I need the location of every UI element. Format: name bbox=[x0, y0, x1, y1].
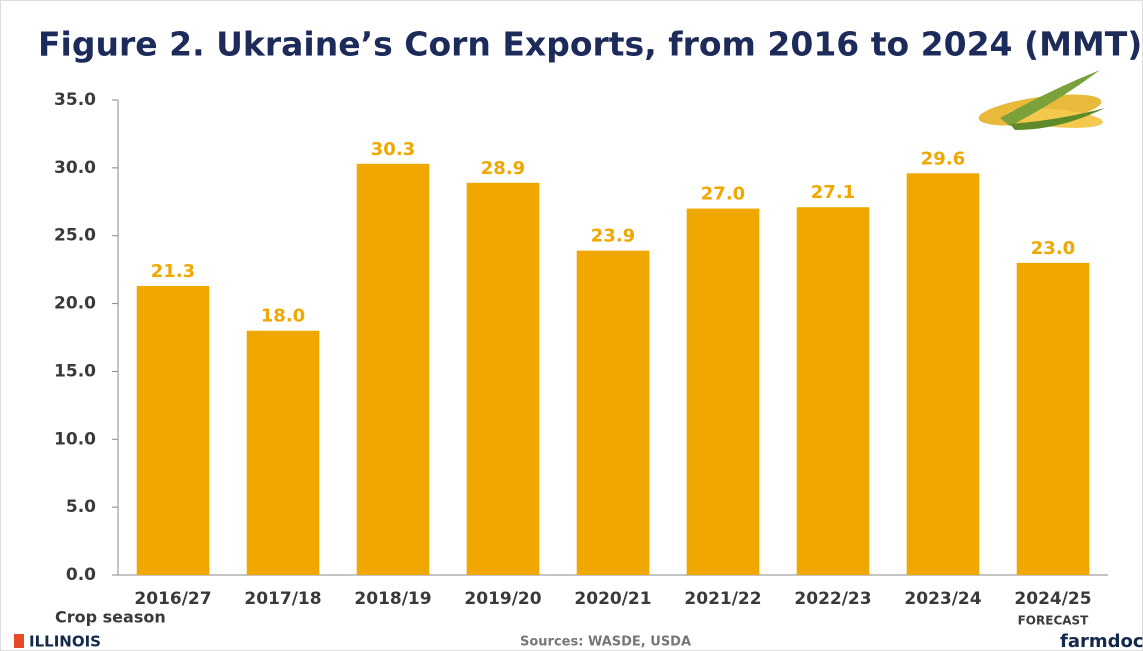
bar bbox=[1016, 262, 1090, 575]
bar bbox=[136, 285, 210, 575]
value-label: 30.3 bbox=[371, 139, 415, 160]
y-tick-label: 10.0 bbox=[54, 429, 96, 449]
annotation: FORECAST bbox=[1018, 614, 1090, 628]
bar bbox=[576, 250, 650, 575]
x-tick-label: 2024/25 bbox=[1014, 589, 1091, 609]
source: Sources: WASDE, USDA bbox=[520, 635, 691, 650]
logo-right: farmdoc bbox=[1060, 631, 1143, 651]
y-tick-label: 35.0 bbox=[54, 90, 96, 110]
x-tick-label: 2021/22 bbox=[684, 589, 761, 609]
value-label: 23.0 bbox=[1031, 238, 1075, 259]
x-tick-label: 2018/19 bbox=[354, 589, 431, 609]
value-label: 27.0 bbox=[701, 184, 745, 205]
bar bbox=[796, 207, 870, 575]
bar bbox=[246, 330, 320, 575]
value-label: 28.9 bbox=[481, 158, 525, 179]
y-tick-label: 5.0 bbox=[66, 497, 96, 517]
x-tick-label: 2016/27 bbox=[134, 589, 211, 609]
value-label: 23.9 bbox=[591, 226, 635, 247]
y-tick-label: 0.0 bbox=[66, 565, 96, 585]
value-label: 21.3 bbox=[151, 261, 195, 282]
value-label: 27.1 bbox=[811, 182, 855, 203]
x-tick-label: 2020/21 bbox=[574, 589, 651, 609]
x-tick-label: 2019/20 bbox=[464, 589, 541, 609]
bar bbox=[906, 173, 980, 576]
y-tick-label: 15.0 bbox=[54, 361, 96, 381]
bar bbox=[356, 163, 430, 576]
logo-left: ILLINOIS bbox=[29, 633, 101, 651]
bar bbox=[686, 208, 760, 576]
x-tick-label: 2023/24 bbox=[904, 589, 981, 609]
x-axis-label: Crop season bbox=[55, 608, 166, 627]
logo-mark bbox=[14, 634, 24, 648]
corn-icon bbox=[978, 70, 1105, 130]
x-tick-label: 2017/18 bbox=[244, 589, 321, 609]
value-label: 18.0 bbox=[261, 306, 305, 327]
bar bbox=[466, 182, 540, 576]
y-tick-label: 20.0 bbox=[54, 294, 96, 314]
x-tick-label: 2022/23 bbox=[794, 589, 871, 609]
y-tick-label: 25.0 bbox=[54, 226, 96, 246]
chart-title: Figure 2. Ukraine’s Corn Exports, from 2… bbox=[38, 25, 1142, 64]
y-tick-label: 30.0 bbox=[54, 158, 96, 178]
value-label: 29.6 bbox=[921, 148, 965, 169]
